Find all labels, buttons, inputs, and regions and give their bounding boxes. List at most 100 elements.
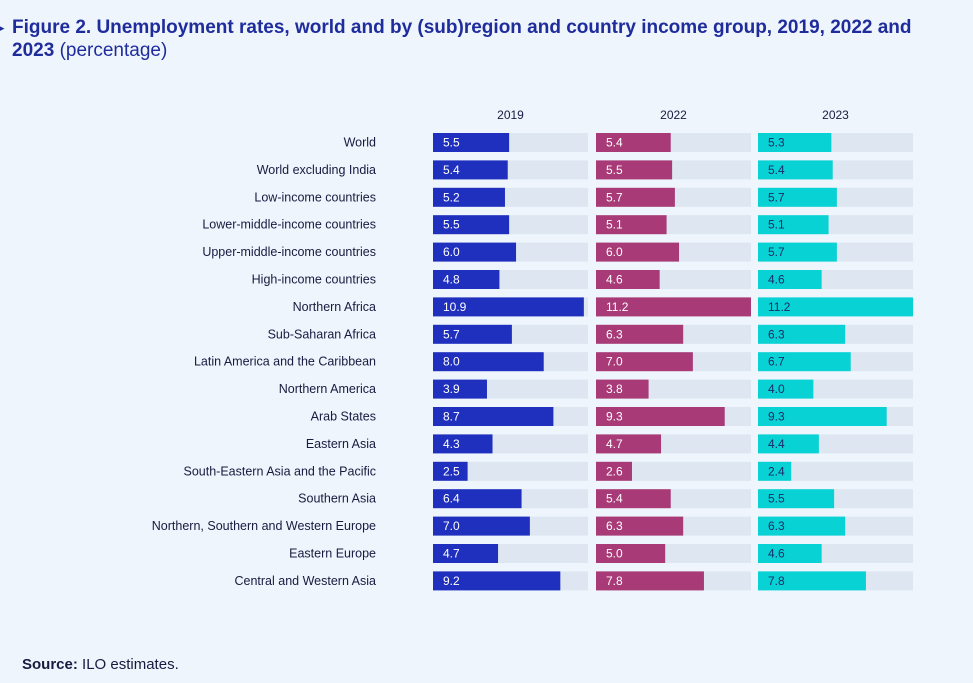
bar-2022 bbox=[596, 187, 675, 207]
bar-2023 bbox=[758, 516, 846, 536]
bar-2023 bbox=[758, 270, 822, 289]
data-label: 5.0 bbox=[606, 547, 623, 561]
bar-2019 bbox=[433, 270, 500, 289]
bar-2022 bbox=[596, 133, 671, 152]
data-label: 7.8 bbox=[606, 574, 623, 588]
data-label: 5.5 bbox=[606, 163, 623, 177]
data-label: 4.8 bbox=[443, 273, 460, 287]
data-label: 5.7 bbox=[443, 327, 460, 341]
bar-2022 bbox=[596, 352, 693, 372]
bar-2023 bbox=[758, 461, 792, 481]
data-label: 4.4 bbox=[768, 437, 785, 451]
data-label: 6.3 bbox=[606, 519, 623, 533]
data-label: 5.7 bbox=[606, 190, 623, 204]
bar-2023 bbox=[758, 544, 822, 563]
bar-2022 bbox=[596, 434, 662, 454]
bar-track bbox=[433, 461, 588, 481]
bar-2019 bbox=[433, 297, 584, 317]
bar-2023 bbox=[758, 434, 819, 454]
category-label: High-income countries bbox=[252, 273, 376, 287]
data-label: 2.4 bbox=[768, 464, 785, 478]
source-text: ILO estimates. bbox=[82, 656, 179, 673]
category-label: Central and Western Asia bbox=[234, 574, 376, 588]
title-marker-icon: ▸ bbox=[0, 20, 5, 35]
data-label: 5.5 bbox=[443, 218, 460, 232]
data-label: 6.3 bbox=[768, 327, 785, 341]
category-label: Latin America and the Caribbean bbox=[194, 355, 376, 369]
data-label: 9.3 bbox=[606, 410, 623, 424]
bar-track bbox=[596, 461, 751, 481]
data-label: 6.4 bbox=[443, 492, 460, 506]
data-label: 4.3 bbox=[443, 437, 460, 451]
data-label: 4.6 bbox=[606, 273, 623, 287]
category-label: World excluding India bbox=[257, 163, 376, 177]
data-label: 5.5 bbox=[443, 136, 460, 150]
data-label: 5.4 bbox=[443, 163, 460, 177]
category-label: Lower-middle-income countries bbox=[202, 218, 376, 232]
data-label: 5.7 bbox=[768, 190, 785, 204]
bar-2019 bbox=[433, 407, 554, 426]
data-label: 7.0 bbox=[443, 519, 460, 533]
bar-2019 bbox=[433, 324, 512, 344]
data-label: 4.0 bbox=[768, 382, 785, 396]
category-label: Northern, Southern and Western Europe bbox=[152, 519, 376, 533]
data-label: 2.5 bbox=[443, 464, 460, 478]
bar-2023 bbox=[758, 571, 866, 591]
data-label: 5.7 bbox=[768, 245, 785, 259]
data-label: 5.4 bbox=[768, 163, 785, 177]
bar-2019 bbox=[433, 133, 510, 152]
data-label: 4.7 bbox=[606, 437, 623, 451]
bar-2023 bbox=[758, 160, 833, 180]
category-label: Northern America bbox=[279, 382, 376, 396]
year-header-2022: 2022 bbox=[660, 108, 687, 122]
bar-2023 bbox=[758, 187, 837, 207]
data-label: 4.6 bbox=[768, 547, 785, 561]
data-label: 5.3 bbox=[768, 136, 785, 150]
data-label: 6.7 bbox=[768, 355, 785, 369]
data-label: 6.3 bbox=[768, 519, 785, 533]
data-label: 8.7 bbox=[443, 410, 460, 424]
data-label: 5.4 bbox=[606, 492, 623, 506]
bar-2023 bbox=[758, 297, 913, 317]
bar-2022 bbox=[596, 489, 671, 509]
category-label: Low-income countries bbox=[254, 190, 376, 204]
bar-2022 bbox=[596, 516, 684, 536]
bar-2019 bbox=[433, 434, 493, 454]
year-header-2019: 2019 bbox=[497, 108, 524, 122]
category-label: Sub-Saharan Africa bbox=[268, 327, 376, 341]
bar-2019 bbox=[433, 187, 505, 207]
bar-2019 bbox=[433, 489, 522, 509]
bar-2019 bbox=[433, 571, 561, 591]
bar-2023 bbox=[758, 407, 887, 426]
bar-2019 bbox=[433, 160, 508, 180]
data-label: 4.6 bbox=[768, 273, 785, 287]
category-label: Northern Africa bbox=[293, 300, 376, 314]
bar-2022 bbox=[596, 242, 680, 262]
bar-2019 bbox=[433, 461, 468, 481]
bar-2023 bbox=[758, 489, 835, 509]
bar-2023 bbox=[758, 352, 851, 372]
bar-2022 bbox=[596, 407, 725, 426]
bar-2023 bbox=[758, 242, 837, 262]
data-label: 9.3 bbox=[768, 410, 785, 424]
data-label: 3.9 bbox=[443, 382, 460, 396]
category-label: Upper-middle-income countries bbox=[202, 245, 376, 259]
data-label: 11.2 bbox=[606, 300, 629, 314]
bar-2023 bbox=[758, 379, 814, 399]
figure-title-unit: (percentage) bbox=[59, 40, 168, 61]
bar-2023 bbox=[758, 133, 832, 152]
data-label: 5.1 bbox=[606, 218, 623, 232]
source-label: Source: bbox=[22, 656, 78, 673]
data-label: 11.2 bbox=[768, 300, 791, 314]
bar-2019 bbox=[433, 215, 510, 235]
bar-2022 bbox=[596, 571, 704, 591]
category-label: Eastern Asia bbox=[306, 437, 376, 451]
bar-2019 bbox=[433, 379, 487, 399]
bar-2022 bbox=[596, 324, 684, 344]
figure-title: ▸ Figure 2. Unemployment rates, world an… bbox=[0, 16, 932, 62]
category-label: World bbox=[344, 136, 376, 150]
bar-2019 bbox=[433, 516, 530, 536]
data-label: 5.1 bbox=[768, 218, 785, 232]
data-label: 6.0 bbox=[606, 245, 623, 259]
bar-2022 bbox=[596, 461, 632, 481]
